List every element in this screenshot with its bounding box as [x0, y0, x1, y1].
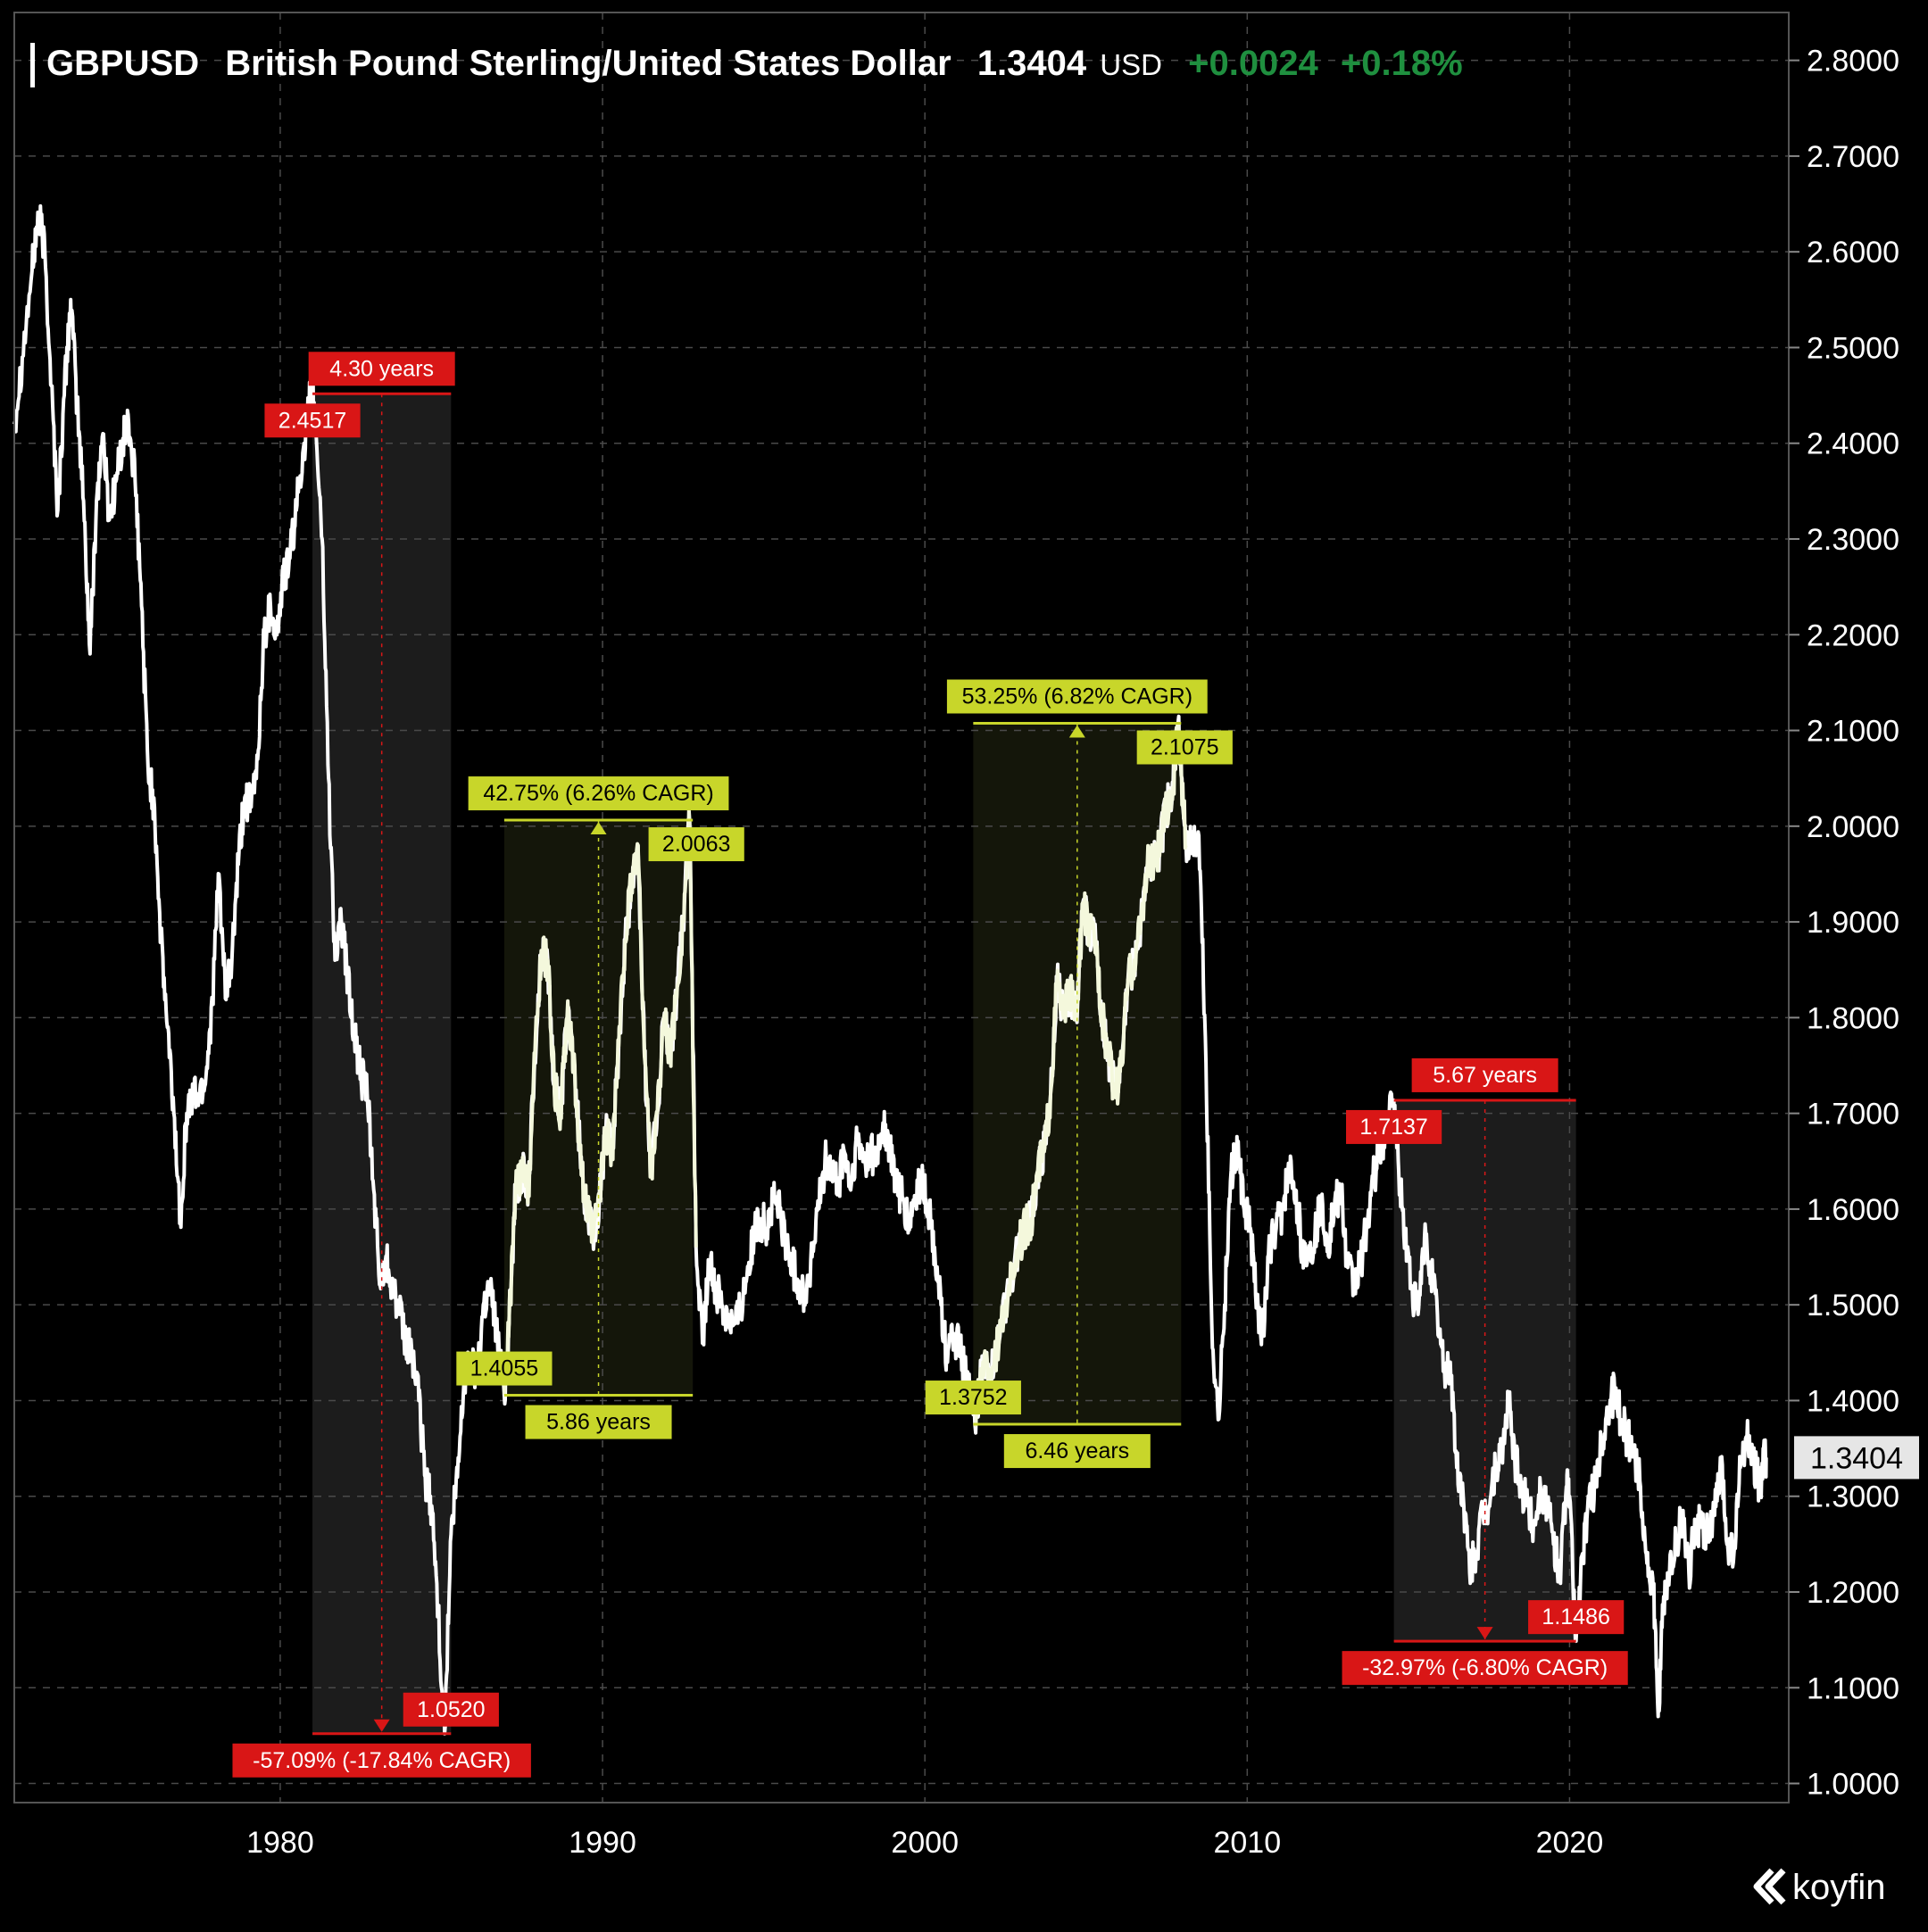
y-tick-label: 1.3000	[1807, 1480, 1899, 1514]
decline-change-label: -32.97% (-6.80% CAGR)	[1342, 1651, 1628, 1686]
x-tick-label: 1990	[569, 1826, 636, 1860]
rally-end-price-label-bg	[1136, 730, 1233, 765]
y-tick-label: 1.9000	[1807, 906, 1899, 940]
y-tick-label: 2.2000	[1807, 618, 1899, 652]
rally-end-price-label-text: 2.1075	[1151, 735, 1218, 760]
decline-end-price-label: 1.0520	[403, 1692, 499, 1727]
rally-end-price-label-bg	[648, 827, 744, 862]
rally-start-price-label-text: 1.3752	[939, 1385, 1007, 1410]
y-tick-label: 2.3000	[1807, 523, 1899, 557]
x-tick-label: 2000	[891, 1826, 959, 1860]
y-tick-label: 1.2000	[1807, 1576, 1899, 1610]
rally-end-price-label: 2.1075	[1136, 730, 1233, 765]
x-tick-label: 2010	[1213, 1826, 1281, 1860]
y-tick-label: 2.8000	[1807, 45, 1899, 79]
y-tick-label: 1.8000	[1807, 1001, 1899, 1035]
price-series-line	[12, 203, 1768, 1736]
y-tick-label: 1.1000	[1807, 1671, 1899, 1705]
y-tick-label: 1.6000	[1807, 1193, 1899, 1227]
y-tick-label: 1.7000	[1807, 1098, 1899, 1132]
y-tick-label: 1.5000	[1807, 1289, 1899, 1323]
instrument-name: British Pound Sterling/United States Dol…	[225, 44, 951, 83]
y-tick-label: 1.4000	[1807, 1384, 1899, 1418]
rally-arrow-icon	[590, 822, 607, 835]
rally-duration-label: 6.46 years	[1003, 1434, 1151, 1469]
decline-start-price-label-bg	[264, 403, 361, 438]
y-tick-label: 2.7000	[1807, 140, 1899, 174]
currency: USD	[1100, 48, 1162, 81]
decline-change-label-text: -32.97% (-6.80% CAGR)	[1362, 1655, 1608, 1680]
y-tick-label: 2.0000	[1807, 810, 1899, 844]
y-tick-label: 2.5000	[1807, 331, 1899, 365]
decline-start-price-label-text: 1.7137	[1359, 1115, 1427, 1140]
koyfin-logo-icon	[1753, 1868, 1774, 1905]
decline-start-price-label-text: 2.4517	[278, 408, 346, 433]
rally-start-price-label-text: 1.4055	[470, 1356, 538, 1381]
decline-arrow-icon	[1476, 1627, 1493, 1640]
decline-end-price-label-text: 1.1486	[1542, 1604, 1609, 1629]
brand-name: koyfin	[1792, 1868, 1886, 1907]
rally-change-label-bg	[468, 776, 729, 811]
decline-start-price-label: 1.7137	[1346, 1109, 1442, 1144]
rally-start-price-label: 1.3752	[925, 1381, 1021, 1415]
decline-duration-label-bg	[308, 352, 455, 386]
decline-change-label-bg	[232, 1743, 531, 1778]
rally-duration-label-bg	[525, 1405, 672, 1439]
rally-change-label-text: 53.25% (6.82% CAGR)	[962, 684, 1193, 709]
decline-change-label: -57.09% (-17.84% CAGR)	[232, 1743, 531, 1778]
rally-duration-label-text: 6.46 years	[1025, 1439, 1129, 1464]
chart-header: GBPUSD British Pound Sterling/United Sta…	[46, 44, 1463, 83]
x-tick-label: 1980	[246, 1826, 314, 1860]
x-tick-label: 2020	[1536, 1826, 1604, 1860]
rally-change-label-text: 42.75% (6.26% CAGR)	[483, 781, 713, 806]
decline-change-label-text: -57.09% (-17.84% CAGR)	[253, 1748, 511, 1773]
last-price-marker-bg	[1794, 1436, 1919, 1480]
rally-start-price-label: 1.4055	[456, 1351, 553, 1386]
decline-duration-label-text: 4.30 years	[329, 356, 434, 381]
rally-series-line-1	[973, 721, 1188, 1428]
decline-start-price-label-bg	[1346, 1109, 1442, 1144]
decline-duration-label-text: 5.67 years	[1433, 1063, 1537, 1088]
rally-start-price-label-bg	[925, 1381, 1021, 1415]
price-change: +0.0024	[1188, 44, 1318, 83]
decline-change-label-bg	[1342, 1651, 1628, 1686]
price-change-percent: +0.18%	[1341, 44, 1463, 83]
rally-duration-label: 5.86 years	[525, 1405, 672, 1439]
decline-end-price-label: 1.1486	[1528, 1600, 1625, 1635]
decline-duration-label-bg	[1411, 1057, 1558, 1092]
decline-end-price-label-text: 1.0520	[417, 1697, 485, 1722]
ticker: GBPUSD	[46, 44, 199, 83]
decline-end-price-label-bg	[1528, 1600, 1625, 1635]
decline-arrow-icon	[373, 1719, 390, 1732]
decline-start-price-label: 2.4517	[264, 403, 361, 438]
current-price: 1.3404	[977, 44, 1087, 83]
rally-end-price-label-text: 2.0063	[662, 832, 730, 857]
koyfin-logo-icon-inner	[1765, 1868, 1786, 1905]
rally-arrow-icon	[1068, 725, 1085, 738]
rally-series-line-0	[502, 807, 698, 1396]
brand-logo: koyfin	[1753, 1868, 1886, 1907]
rally-change-label: 42.75% (6.26% CAGR)	[468, 776, 729, 811]
y-tick-label: 1.0000	[1807, 1768, 1899, 1802]
last-price-marker-text: 1.3404	[1810, 1441, 1903, 1475]
rally-change-label: 53.25% (6.82% CAGR)	[946, 679, 1208, 714]
rally-duration-label-text: 5.86 years	[546, 1410, 651, 1435]
y-tick-label: 2.1000	[1807, 715, 1899, 749]
header-accent-bar	[30, 43, 35, 87]
decline-end-price-label-bg	[403, 1692, 499, 1727]
y-tick-label: 2.6000	[1807, 236, 1899, 269]
rally-change-label-bg	[946, 679, 1208, 714]
decline-duration-label: 5.67 years	[1411, 1057, 1558, 1092]
rally-duration-label-bg	[1003, 1434, 1151, 1469]
plot-frame	[13, 12, 1790, 1803]
rally-start-price-label-bg	[456, 1351, 553, 1386]
decline-duration-label: 4.30 years	[308, 352, 455, 386]
rally-end-price-label: 2.0063	[648, 827, 744, 862]
y-tick-label: 2.4000	[1807, 427, 1899, 461]
